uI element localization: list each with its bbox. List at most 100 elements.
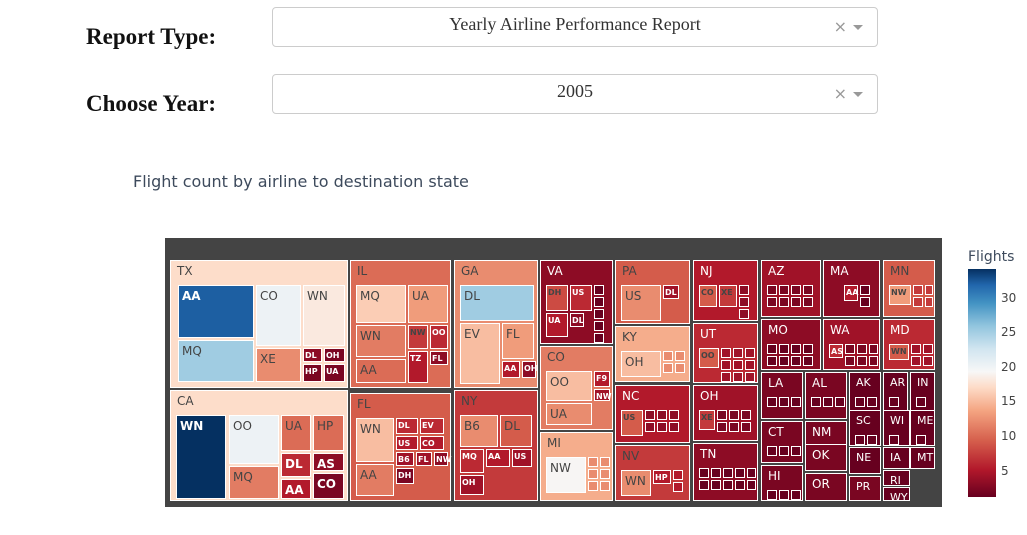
treemap-state-ri[interactable]: RI [883, 470, 910, 487]
treemap-state-fl[interactable]: FL WN AA DL EV US CO B6 FL NW DH [350, 393, 452, 501]
treemap-minor-tile[interactable] [741, 410, 751, 420]
report-type-dropdown[interactable]: Yearly Airline Performance Report × [272, 7, 878, 47]
treemap-airline-tx-dl[interactable]: DL [303, 348, 322, 362]
treemap-minor-tile[interactable] [923, 344, 933, 354]
treemap-minor-tile[interactable] [600, 469, 610, 479]
treemap-minor-tile[interactable] [669, 410, 679, 420]
treemap-airline-tx-oh[interactable]: OH [324, 348, 345, 362]
treemap-airline-il-aa[interactable]: AA [356, 359, 406, 383]
treemap-airline-mn-nw[interactable]: NW [889, 285, 911, 305]
treemap-minor-tile[interactable] [594, 285, 604, 295]
treemap-minor-tile[interactable] [767, 356, 777, 366]
treemap-minor-tile[interactable] [767, 297, 777, 307]
treemap-airline-tx-wn[interactable]: WN [303, 285, 345, 346]
treemap-airline-ga-fl[interactable]: FL [502, 323, 534, 359]
treemap-minor-tile[interactable] [657, 422, 667, 432]
treemap-minor-tile[interactable] [869, 344, 878, 354]
treemap-minor-tile[interactable] [791, 297, 801, 307]
treemap-state-ia[interactable]: IA [883, 447, 910, 469]
treemap-airline-ut-oo[interactable]: OO [699, 348, 719, 368]
treemap-minor-tile[interactable] [916, 435, 926, 445]
treemap-minor-tile[interactable] [588, 469, 598, 479]
treemap-state-tn[interactable]: TN [693, 443, 758, 501]
treemap-airline-ca-mq[interactable]: MQ [229, 466, 279, 499]
treemap-airline-tx-ua[interactable]: UA [324, 364, 345, 382]
treemap-airline-ny-b6[interactable]: B6 [460, 415, 498, 447]
treemap-state-wa[interactable]: WA AS [823, 319, 880, 370]
treemap-minor-tile[interactable] [745, 360, 755, 370]
treemap-airline-ca-as[interactable]: AS [313, 453, 344, 471]
treemap-minor-tile[interactable] [747, 468, 756, 478]
treemap-state-tx[interactable]: TX AA MQ CO WN XE DL OH HP UA [170, 260, 348, 388]
treemap-airline-il-wn[interactable]: WN [356, 325, 406, 357]
treemap-minor-tile[interactable] [767, 344, 777, 354]
treemap-airline-ga-oh[interactable]: OH [522, 361, 538, 378]
treemap-minor-tile[interactable] [645, 422, 655, 432]
treemap-minor-tile[interactable] [739, 285, 749, 295]
treemap-minor-tile[interactable] [779, 490, 789, 500]
treemap-minor-tile[interactable] [923, 356, 933, 366]
treemap-airline-oh-xe[interactable]: XE [699, 410, 715, 430]
treemap-minor-tile[interactable] [889, 397, 899, 407]
treemap-minor-tile[interactable] [860, 285, 870, 295]
treemap-minor-tile[interactable] [803, 344, 813, 354]
treemap-minor-tile[interactable] [594, 321, 604, 331]
treemap-minor-tile[interactable] [735, 468, 745, 478]
treemap-minor-tile[interactable] [673, 470, 683, 480]
treemap-minor-tile[interactable] [857, 356, 867, 366]
treemap-state-md[interactable]: MD WN [883, 319, 935, 370]
clear-icon[interactable]: × [833, 84, 847, 103]
treemap-state-sc[interactable]: SC [849, 410, 881, 446]
treemap-minor-tile[interactable] [739, 309, 749, 319]
treemap-state-ny[interactable]: NY B6 DL MQ AA US OH [454, 390, 538, 501]
treemap-minor-tile[interactable] [729, 410, 739, 420]
treemap-airline-va-dh[interactable]: DH [546, 285, 568, 311]
treemap-minor-tile[interactable] [779, 344, 789, 354]
treemap-state-ut[interactable]: UT OO [693, 323, 758, 383]
clear-icon[interactable]: × [833, 17, 847, 36]
chevron-down-icon[interactable] [853, 25, 863, 30]
treemap-minor-tile[interactable] [594, 297, 604, 307]
treemap-airline-ca-hp[interactable]: HP [313, 415, 344, 451]
treemap-airline-il-fl[interactable]: FL [430, 351, 448, 365]
treemap-airline-fl-nw[interactable]: NW [434, 452, 452, 466]
treemap-state-ky[interactable]: KY OH [615, 326, 690, 382]
treemap-state-mo[interactable]: MO [761, 319, 821, 370]
treemap-minor-tile[interactable] [711, 468, 721, 478]
treemap-airline-il-mq[interactable]: MQ [356, 285, 406, 323]
treemap-minor-tile[interactable] [741, 422, 751, 432]
treemap-state-mt[interactable]: MT [910, 447, 935, 469]
treemap-minor-tile[interactable] [925, 297, 933, 307]
treemap-state-il[interactable]: IL MQ UA WN AA NW OO TZ FL [350, 260, 451, 388]
treemap-airline-tx-xe[interactable]: XE [256, 348, 301, 382]
treemap-minor-tile[interactable] [855, 397, 865, 407]
treemap-state-wi[interactable]: WI [883, 410, 910, 446]
treemap-minor-tile[interactable] [791, 490, 801, 500]
treemap-minor-tile[interactable] [721, 372, 731, 382]
treemap-state-az[interactable]: AZ [761, 260, 821, 317]
treemap-airline-nj-co[interactable]: CO [699, 285, 717, 307]
year-dropdown[interactable]: 2005 × [272, 74, 878, 114]
treemap-state-va[interactable]: VA DH US UA DL [540, 260, 613, 344]
treemap-minor-tile[interactable] [925, 285, 933, 295]
treemap-minor-tile[interactable] [745, 348, 755, 358]
treemap-airline-fl-fl[interactable]: FL [416, 452, 432, 466]
treemap-minor-tile[interactable] [594, 309, 604, 319]
treemap-minor-tile[interactable] [823, 397, 833, 407]
treemap-state-me[interactable]: ME [910, 410, 935, 446]
treemap-minor-tile[interactable] [911, 356, 921, 366]
treemap-airline-tx-aa[interactable]: AA [178, 285, 254, 338]
treemap-airline-fl-us[interactable]: US [396, 436, 418, 450]
treemap-airline-ga-ev[interactable]: EV [460, 323, 500, 384]
treemap-minor-tile[interactable] [916, 397, 926, 407]
treemap-airline-fl-b6[interactable]: B6 [396, 452, 414, 466]
treemap-airline-fl-ev[interactable]: EV [420, 418, 444, 434]
treemap-minor-tile[interactable] [663, 351, 673, 361]
treemap-airline-ca-wn[interactable]: WN [176, 415, 226, 499]
treemap-airline-ny-oh[interactable]: OH [460, 475, 484, 495]
treemap-airline-pa-us[interactable]: US [621, 285, 661, 321]
treemap-airline-va-ua[interactable]: UA [546, 313, 568, 337]
treemap-airline-ny-us[interactable]: US [512, 449, 532, 467]
treemap-minor-tile[interactable] [857, 344, 867, 354]
treemap-state-mi[interactable]: MI NW [540, 432, 613, 501]
